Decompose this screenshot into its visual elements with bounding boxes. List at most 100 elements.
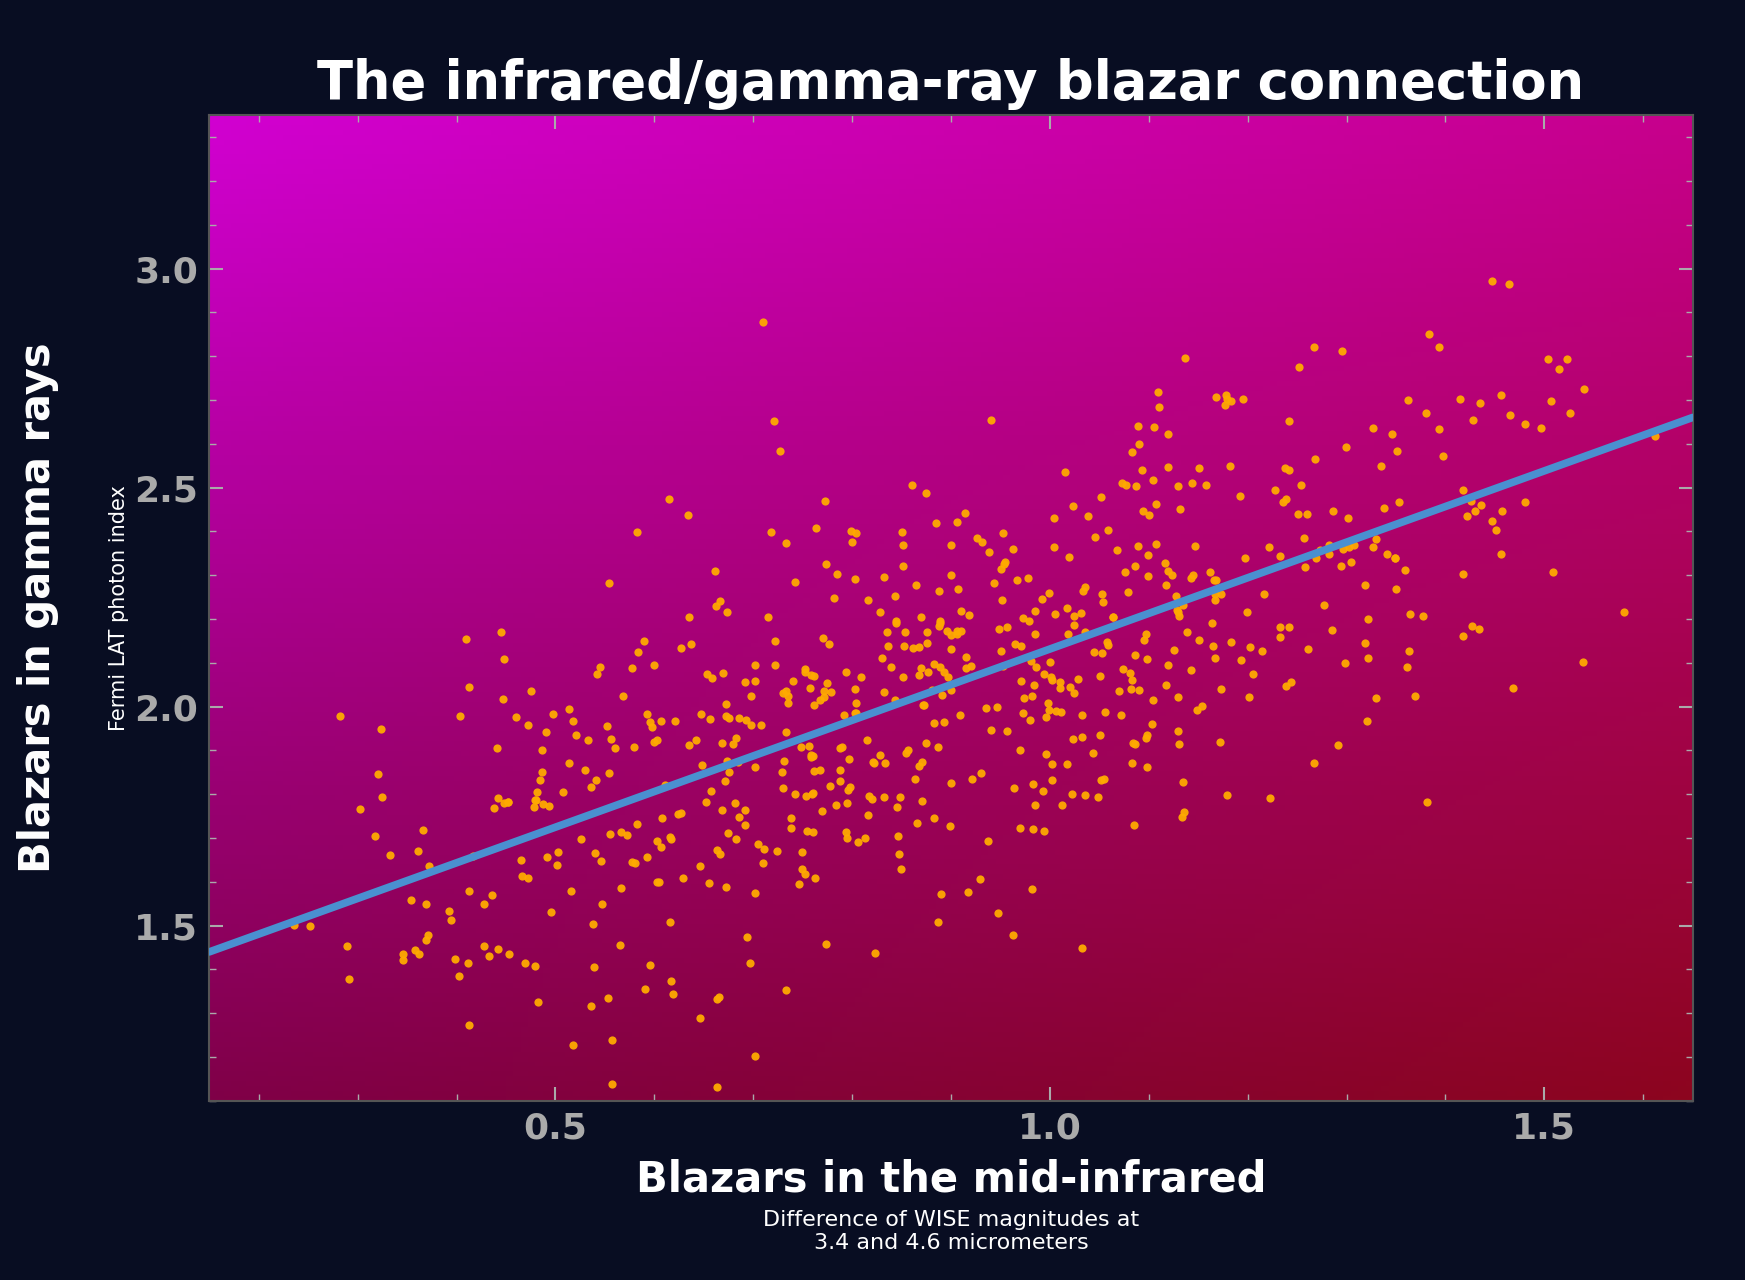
Point: [1035, 692, 1063, 713]
Point: [920, 654, 948, 675]
Point: [1138, 690, 1166, 710]
Point: [703, 988, 731, 1009]
Point: [742, 758, 770, 778]
Point: [813, 934, 841, 955]
Point: [874, 636, 902, 657]
Point: [988, 590, 1016, 611]
Point: [1117, 678, 1145, 699]
Point: [986, 618, 1014, 639]
Point: [1153, 654, 1181, 675]
Point: [1105, 681, 1133, 701]
Point: [1016, 611, 1044, 631]
Point: [726, 708, 754, 728]
Point: [871, 753, 899, 773]
Point: [335, 969, 363, 989]
Point: [714, 751, 742, 772]
Point: [1052, 462, 1080, 483]
Point: [1007, 818, 1035, 838]
Point: [1495, 274, 1523, 294]
Point: [934, 621, 961, 641]
Point: [1152, 575, 1180, 595]
Point: [1457, 490, 1485, 511]
Point: [724, 751, 752, 772]
Point: [907, 791, 935, 812]
Point: [1166, 605, 1194, 626]
Point: [1354, 710, 1382, 731]
Point: [632, 979, 660, 1000]
Point: [454, 952, 482, 973]
Point: [1071, 785, 1099, 805]
Point: [944, 579, 972, 599]
Point: [836, 749, 864, 769]
Point: [1042, 604, 1070, 625]
Point: [899, 637, 927, 658]
Point: [1537, 392, 1565, 412]
Point: [827, 736, 855, 756]
Point: [1021, 675, 1049, 695]
Point: [686, 1009, 714, 1029]
Point: [838, 532, 866, 553]
Point: [946, 705, 974, 726]
Point: [1176, 660, 1204, 681]
Point: [550, 782, 578, 803]
Point: [907, 751, 935, 772]
Point: [904, 664, 932, 685]
Point: [1120, 645, 1148, 666]
Point: [1089, 593, 1117, 613]
Point: [1401, 686, 1429, 707]
Point: [1139, 417, 1167, 438]
Point: [1382, 579, 1410, 599]
Point: [667, 637, 695, 658]
Point: [490, 649, 518, 669]
Point: [1300, 753, 1328, 773]
Point: [619, 737, 647, 758]
Point: [773, 681, 801, 701]
Point: [1057, 785, 1085, 805]
Point: [811, 553, 839, 573]
Point: [529, 794, 557, 814]
Point: [1007, 671, 1035, 691]
Point: [640, 732, 668, 753]
Point: [1019, 818, 1047, 838]
Point: [986, 559, 1014, 580]
Point: [832, 828, 860, 849]
Point: [583, 663, 611, 684]
Point: [770, 777, 797, 797]
Point: [731, 710, 759, 731]
Point: [1153, 424, 1181, 444]
Point: [1337, 552, 1365, 572]
Point: [773, 532, 801, 553]
Point: [405, 943, 433, 964]
Point: [782, 783, 810, 804]
Point: [803, 518, 831, 539]
Point: [536, 796, 564, 817]
Point: [1276, 460, 1304, 480]
Point: [1284, 356, 1312, 376]
Point: [1166, 735, 1194, 755]
Point: [1009, 608, 1037, 628]
Point: [623, 813, 651, 833]
Point: [937, 773, 965, 794]
Point: [583, 769, 611, 790]
Point: [1145, 397, 1173, 417]
Point: [963, 527, 991, 548]
Point: [1037, 667, 1064, 687]
Point: [1068, 581, 1096, 602]
Point: [483, 737, 511, 758]
Point: [827, 739, 855, 759]
Point: [796, 736, 824, 756]
Point: [1466, 620, 1494, 640]
Point: [529, 762, 557, 782]
Point: [1120, 814, 1148, 835]
Point: [859, 788, 886, 809]
Point: [1028, 589, 1056, 609]
Point: [1061, 614, 1089, 635]
Point: [609, 686, 637, 707]
Point: [1324, 735, 1352, 755]
Point: [1291, 557, 1319, 577]
Point: [888, 522, 916, 543]
Point: [1000, 777, 1028, 797]
Point: [913, 483, 941, 503]
Point: [469, 936, 497, 956]
Point: [998, 924, 1026, 945]
